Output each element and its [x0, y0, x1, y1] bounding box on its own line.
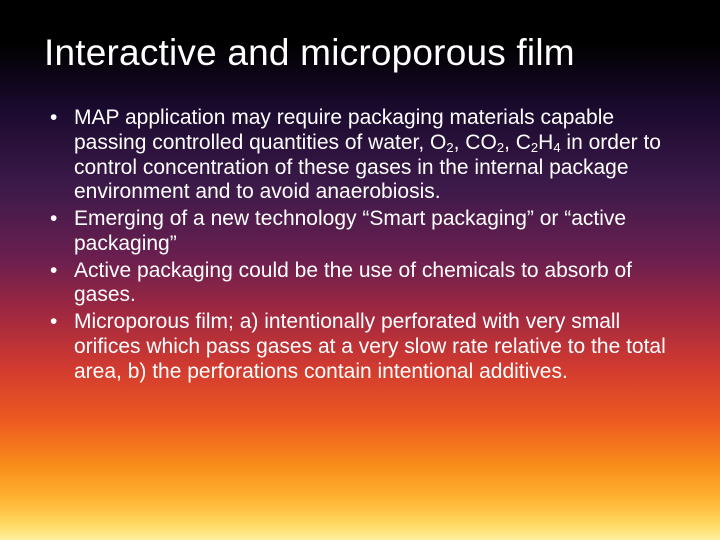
bullet-item: MAP application may require packaging ma…	[44, 106, 676, 205]
subscript: 2	[531, 140, 538, 155]
bullet-list: MAP application may require packaging ma…	[44, 106, 676, 384]
bullet-item: Microporous film; a) intentionally perfo…	[44, 310, 676, 384]
bullet-item: Active packaging could be the use of che…	[44, 259, 676, 309]
subscript: 2	[446, 140, 453, 155]
subscript: 4	[553, 140, 560, 155]
slide-title: Interactive and microporous film	[44, 32, 676, 74]
subscript: 2	[497, 140, 504, 155]
bullet-item: Emerging of a new technology “Smart pack…	[44, 207, 676, 257]
